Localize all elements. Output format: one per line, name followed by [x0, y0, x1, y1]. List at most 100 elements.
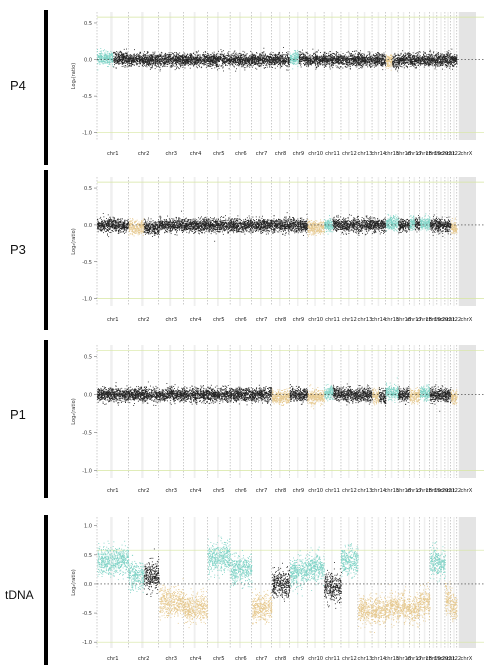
- data-point: [138, 61, 140, 63]
- data-point: [215, 57, 216, 59]
- data-point: [111, 58, 112, 60]
- data-point: [320, 60, 322, 62]
- data-point: [363, 55, 365, 57]
- data-point: [147, 54, 149, 56]
- data-point: [252, 54, 254, 56]
- data-point: [244, 59, 245, 61]
- data-point: [188, 63, 190, 65]
- data-point: [248, 56, 250, 58]
- data-point: [332, 56, 334, 58]
- data-point: [166, 60, 168, 62]
- data-point: [203, 52, 205, 54]
- data-point: [278, 53, 280, 55]
- data-point: [169, 62, 171, 64]
- data-point: [336, 56, 337, 58]
- data-point: [172, 65, 174, 67]
- data-point: [207, 53, 208, 55]
- data-point: [256, 63, 258, 65]
- data-point: [336, 60, 338, 62]
- data-point: [156, 59, 157, 60]
- data-point: [101, 57, 103, 59]
- data-point: [363, 60, 365, 62]
- data-point: [154, 68, 156, 70]
- data-point: [131, 55, 133, 57]
- data-point: [280, 63, 282, 65]
- data-point: [207, 63, 208, 65]
- data-point: [304, 64, 306, 65]
- data-point: [224, 62, 225, 64]
- data-point: [182, 66, 184, 68]
- centromere-band: [348, 12, 350, 140]
- data-point: [201, 60, 202, 62]
- data-point: [122, 59, 124, 61]
- data-point: [344, 58, 346, 59]
- data-point: [340, 66, 342, 68]
- data-point: [341, 60, 342, 62]
- data-point: [283, 57, 285, 59]
- data-point: [291, 58, 292, 60]
- data-point: [310, 63, 311, 65]
- data-point: [99, 53, 100, 54]
- data-point: [117, 63, 119, 64]
- data-point: [350, 63, 352, 65]
- data-point: [120, 58, 122, 60]
- data-point: [227, 52, 229, 54]
- data-point: [226, 57, 228, 58]
- data-point: [141, 56, 143, 58]
- data-point: [141, 61, 142, 63]
- data-point: [305, 63, 307, 65]
- data-point: [254, 62, 256, 64]
- data-point: [348, 59, 349, 60]
- data-point: [252, 53, 254, 55]
- data-point: [284, 61, 285, 63]
- data-point: [179, 64, 181, 66]
- data-point: [309, 56, 311, 58]
- data-point: [251, 60, 253, 62]
- data-point: [148, 61, 149, 63]
- data-point: [187, 62, 189, 64]
- data-point: [248, 63, 250, 65]
- data-point: [238, 52, 240, 54]
- data-point: [99, 53, 101, 55]
- data-point: [357, 53, 358, 55]
- data-point: [155, 57, 157, 59]
- data-point: [183, 62, 184, 63]
- data-point: [123, 62, 125, 64]
- data-point: [216, 53, 217, 55]
- data-point: [99, 58, 101, 60]
- data-point: [222, 66, 224, 68]
- data-point: [118, 61, 120, 62]
- data-point: [371, 59, 373, 60]
- data-point: [340, 59, 341, 61]
- data-point: [103, 59, 104, 61]
- data-point: [214, 56, 215, 58]
- data-point: [327, 60, 328, 61]
- data-point: [101, 57, 103, 59]
- data-point: [298, 51, 299, 53]
- data-point: [211, 57, 212, 59]
- data-point: [369, 63, 371, 65]
- data-point: [198, 58, 199, 60]
- data-point: [316, 56, 318, 57]
- data-point: [273, 53, 275, 55]
- data-point: [269, 66, 271, 68]
- data-point: [232, 52, 234, 54]
- data-point: [152, 59, 154, 61]
- data-point: [288, 60, 289, 61]
- data-point: [369, 65, 371, 67]
- data-point: [175, 61, 176, 63]
- chrx-shade: [458, 12, 476, 140]
- data-point: [355, 62, 357, 64]
- data-point: [208, 58, 209, 60]
- data-point: [356, 64, 357, 66]
- data-point: [147, 61, 149, 63]
- data-point: [321, 59, 323, 61]
- data-point: [325, 65, 327, 67]
- data-point: [278, 51, 280, 53]
- data-point: [119, 58, 120, 59]
- data-point: [179, 52, 181, 54]
- data-point: [356, 57, 358, 59]
- data-point: [252, 61, 253, 63]
- data-point: [226, 57, 228, 59]
- data-point: [176, 62, 178, 64]
